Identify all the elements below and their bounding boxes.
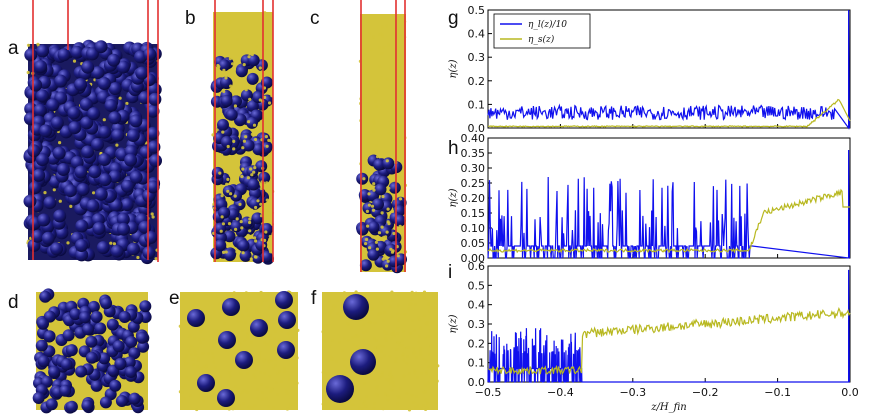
y-axis-label: η(z): [448, 188, 459, 207]
x-tick-label: −0.5: [475, 386, 502, 399]
y-tick-label: 0.10: [461, 222, 486, 235]
y-tick-label: 0.40: [461, 132, 486, 145]
y-axis-label: η(z): [448, 59, 459, 78]
panel-label-e: e: [169, 288, 180, 309]
y-tick-label: 0.4: [468, 299, 486, 312]
y-axis-label: η(z): [448, 314, 459, 333]
panel-label-b: b: [185, 8, 196, 29]
y-tick-label: 0.2: [468, 337, 486, 350]
simulation-renderings: [23, 0, 440, 414]
x-tick-label: −0.4: [547, 386, 574, 399]
y-tick-label: 0.6: [468, 260, 486, 273]
y-tick-label: 0.05: [461, 237, 486, 250]
panel-e-small-grains: [178, 290, 300, 412]
panel-b-large-spheres: [210, 54, 274, 265]
y-tick-label: 0.35: [461, 147, 486, 160]
x-tick-label: −0.3: [619, 386, 646, 399]
panel-a-large-spheres: [23, 39, 162, 265]
y-tick-label: 0.3: [468, 51, 486, 64]
panel-label-g: g: [448, 8, 459, 29]
y-tick-label: 0.25: [461, 177, 486, 190]
series-line-small: [487, 306, 851, 376]
panel-c-large-spheres: [356, 154, 407, 274]
chart-h: 0.00 0.05 0.10 0.15 0.20 0.25 0.30 0.35 0.40 η(z): [448, 132, 851, 265]
y-tick-label: 0.15: [461, 207, 486, 220]
x-tick-label: −0.2: [692, 386, 719, 399]
series-line-large: [487, 9, 850, 130]
y-tick-label: 0.5: [468, 279, 486, 292]
y-tick-label: 0.1: [468, 357, 486, 370]
series-line-small: [488, 98, 851, 128]
y-tick-label: 0.1: [468, 98, 486, 111]
y-tick-label: 0.2: [468, 75, 486, 88]
y-tick-label: 0.4: [468, 28, 486, 41]
series-line-large: [487, 149, 850, 259]
x-tick-label: 0.0: [841, 386, 859, 399]
y-tick-label: 0.0: [468, 122, 486, 135]
x-tick-label: −0.1: [764, 386, 791, 399]
panel-label-a: a: [8, 38, 19, 59]
panel-label-c: c: [310, 8, 320, 29]
y-tick-label: 0.00: [461, 252, 486, 265]
y-tick-label: 0.5: [468, 4, 486, 17]
y-tick-label: 0.20: [461, 192, 486, 205]
panel-label-i: i: [448, 262, 453, 283]
y-tick-label: 0.30: [461, 162, 486, 175]
panel-f-large-spheres: [326, 294, 376, 403]
y-tick-label: 0.0: [468, 376, 486, 389]
legend-label-small: η_s(z): [528, 34, 555, 45]
chart-frame: [487, 265, 851, 383]
chart-legend: η_l(z)/10 η_s(z): [493, 13, 591, 49]
series-line-small: [487, 188, 850, 254]
legend-box: [493, 13, 591, 49]
panel-label-h: h: [448, 138, 459, 159]
panel-e-large-spheres: [187, 291, 296, 407]
panel-label-f: f: [311, 288, 317, 309]
chart-i: 0.0 0.1 0.2 0.3 0.4 0.5 0.6 η(z) −0.5 −0.4 −0.3 −0.…: [448, 260, 859, 413]
chart-g: 0.0 0.1 0.2 0.3 0.4 0.5 η(z) η_l(z)/10 η_s(z): [448, 4, 851, 135]
panel-c-small-grains: [358, 18, 408, 268]
y-tick-label: 0.3: [468, 318, 486, 331]
x-axis-label: z/H_fin: [650, 402, 686, 413]
panel-d-large-spheres: [32, 288, 152, 414]
panel-label-d: d: [8, 292, 19, 313]
legend-label-large: η_l(z)/10: [528, 19, 567, 30]
